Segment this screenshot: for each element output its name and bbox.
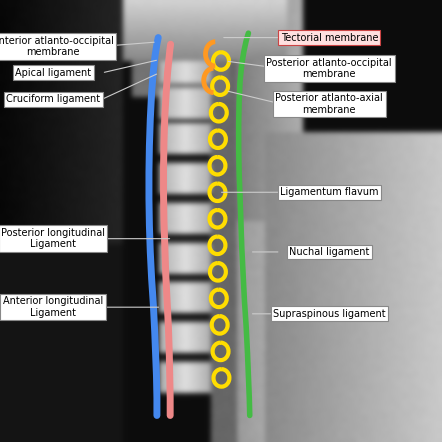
Text: Posterior atlanto-axial
membrane: Posterior atlanto-axial membrane (275, 93, 383, 114)
Text: Posterior longitudinal
Ligament: Posterior longitudinal Ligament (1, 228, 105, 249)
Text: Nuchal ligament: Nuchal ligament (289, 247, 370, 257)
Text: Anterior longitudinal
Ligament: Anterior longitudinal Ligament (3, 297, 103, 318)
Text: Cruciform ligament: Cruciform ligament (6, 95, 100, 104)
Text: Tectorial membrane: Tectorial membrane (281, 33, 378, 42)
Text: Supraspinous ligament: Supraspinous ligament (273, 309, 385, 319)
Text: Posterior atlanto-occipital
membrane: Posterior atlanto-occipital membrane (267, 58, 392, 79)
Text: Apical ligament: Apical ligament (15, 68, 91, 78)
Text: Anterior atlanto-occipital
membrane: Anterior atlanto-occipital membrane (0, 36, 114, 57)
Text: Ligamentum flavum: Ligamentum flavum (280, 187, 378, 197)
